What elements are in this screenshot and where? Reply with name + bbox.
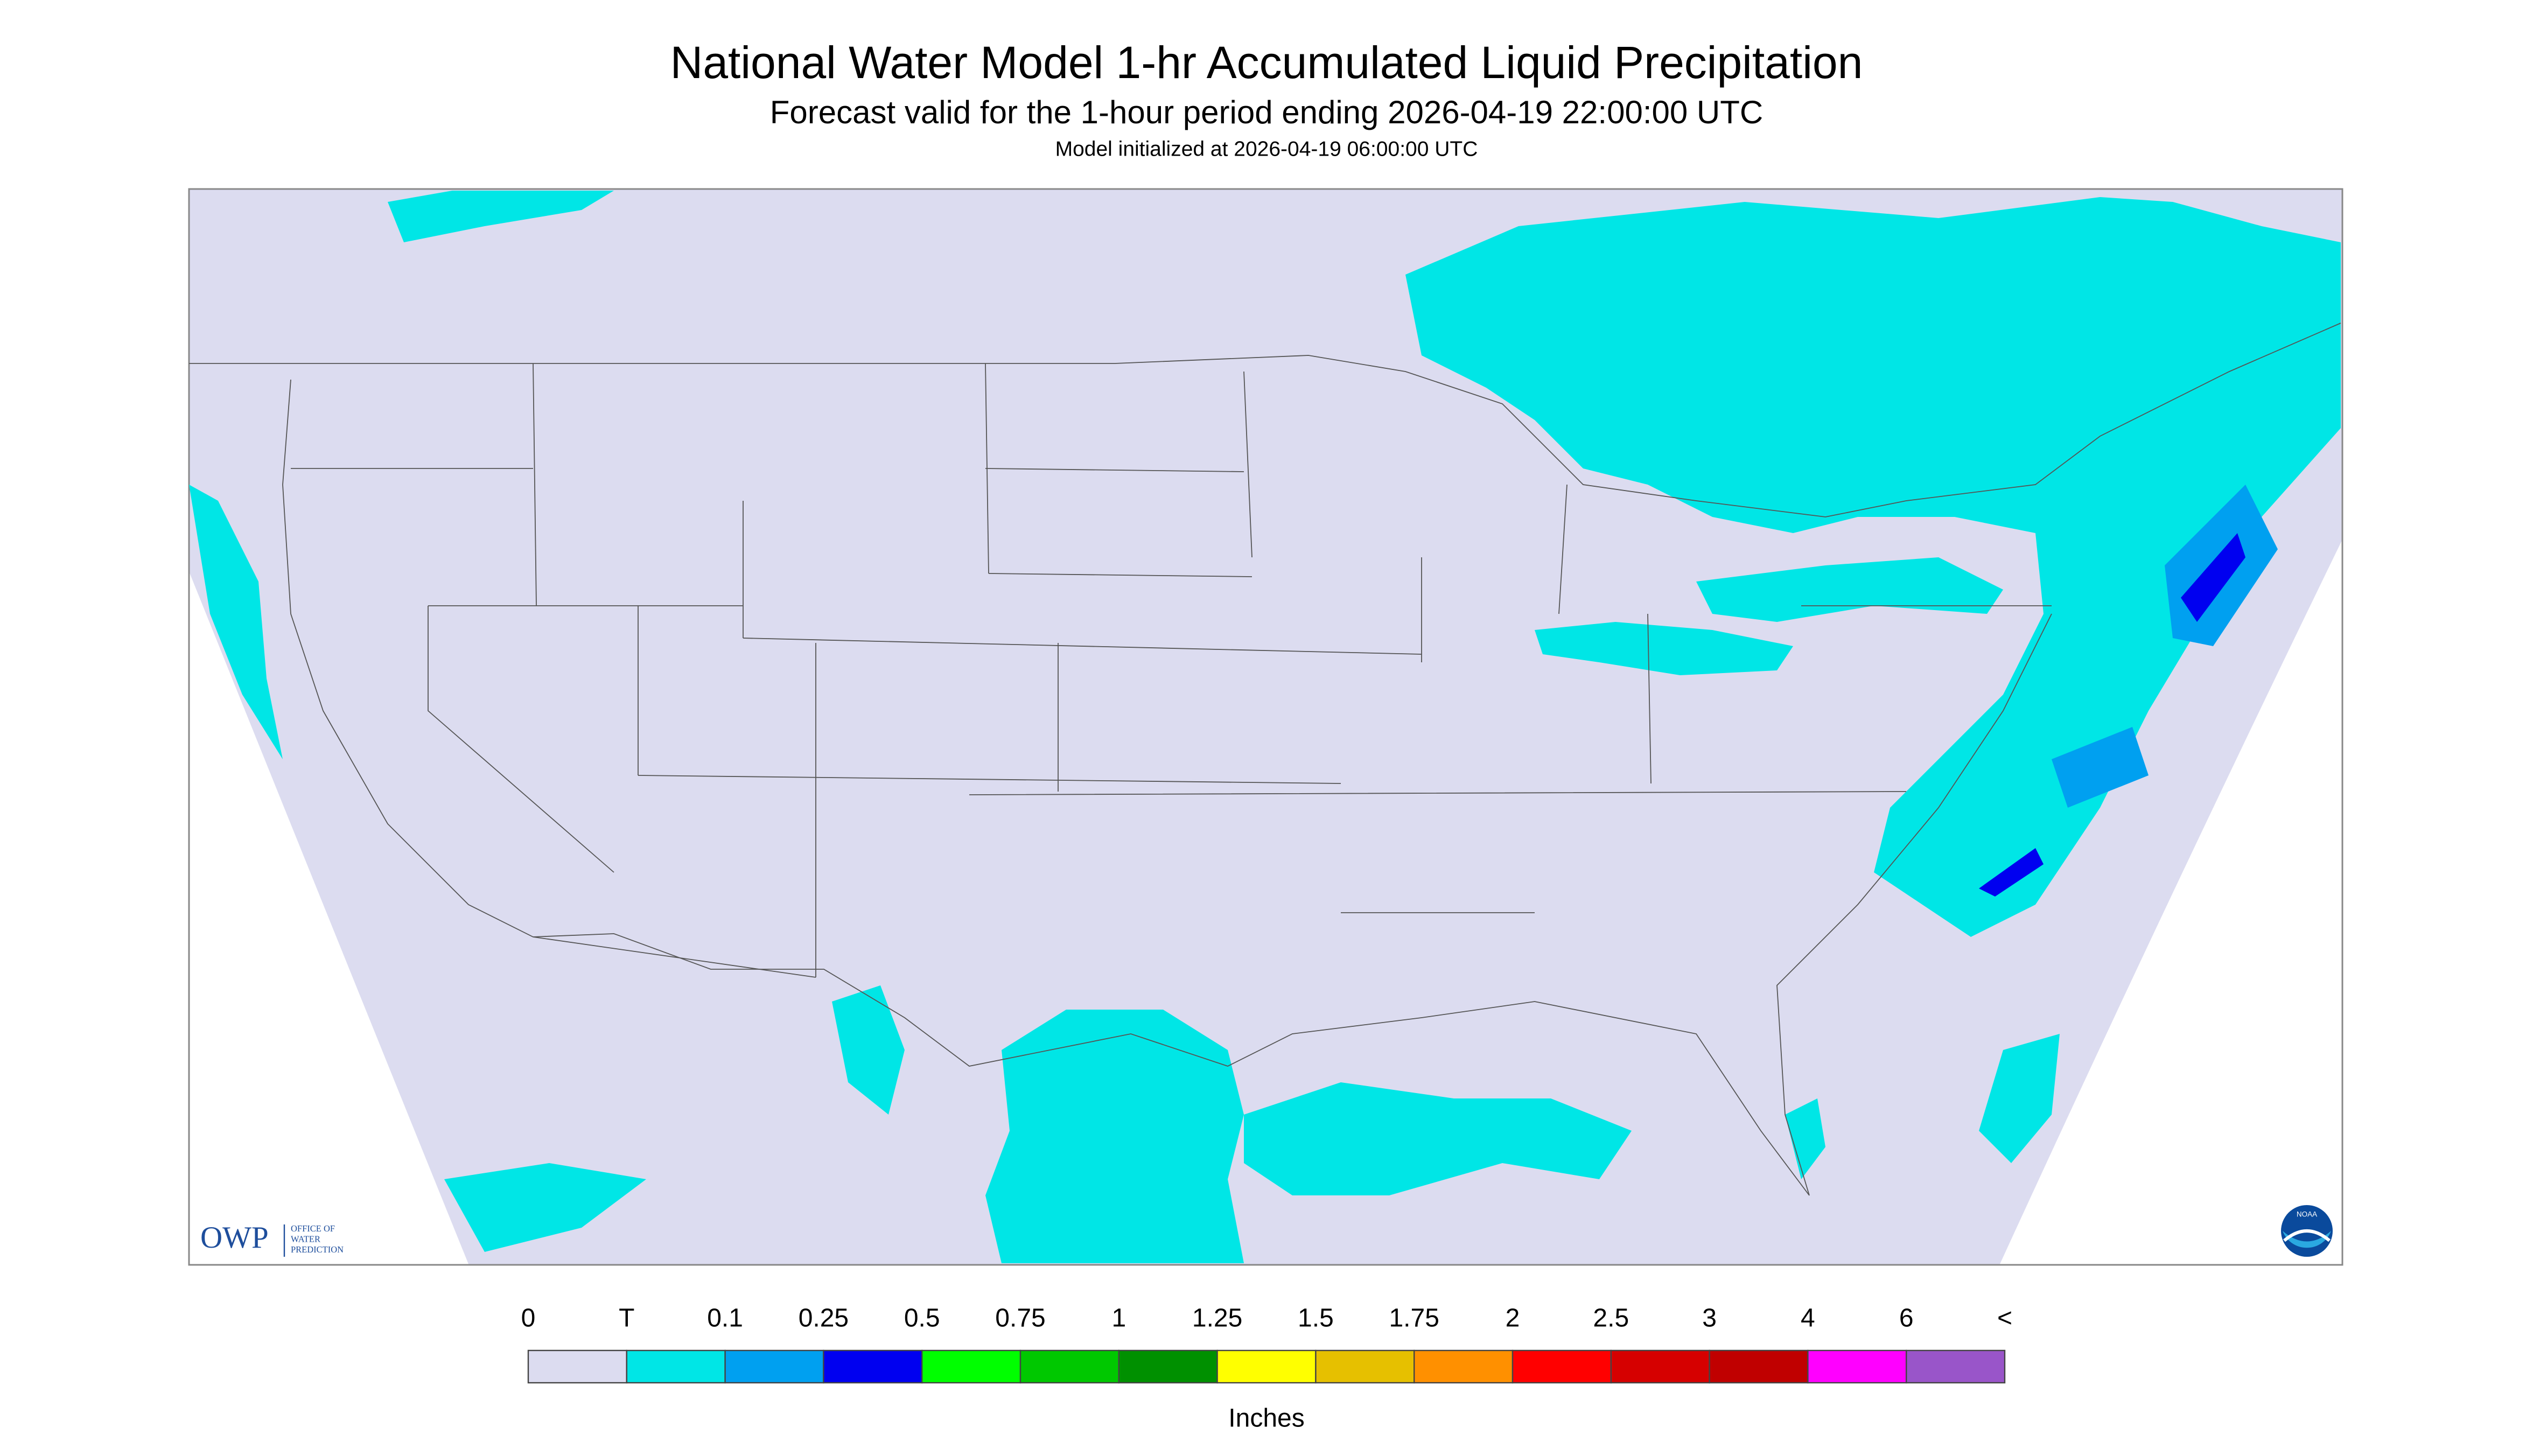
legend-label: 0.1 <box>707 1304 743 1333</box>
legend: 0 T 0.1 0.25 0.5 0.75 1 1.25 1.5 1.75 2 2.5 3 4 6 < <box>521 1304 2012 1384</box>
legend-label: 3 <box>1702 1304 1717 1333</box>
legend-swatch <box>1905 1349 2006 1384</box>
owp-text: OFFICE OF <box>291 1223 335 1234</box>
subtitle: Forecast valid for the 1-hour period end… <box>770 94 1763 130</box>
legend-label: 4 <box>1801 1304 1815 1333</box>
title: National Water Model 1-hr Accumulated Li… <box>670 37 1863 88</box>
legend-label: 0.75 <box>995 1304 1045 1333</box>
noaa-logo: NOAA <box>2281 1205 2333 1257</box>
boundaries <box>189 323 2341 1196</box>
owp-text: WATER <box>291 1234 320 1244</box>
legend-label: 0.25 <box>799 1304 849 1333</box>
legend-label: 0 <box>521 1304 536 1333</box>
legend-label: 1 <box>1111 1304 1126 1333</box>
legend-label: 0.5 <box>904 1304 940 1333</box>
legend-label: 6 <box>1899 1304 1914 1333</box>
legend-label: 2.5 <box>1593 1304 1629 1333</box>
legend-swatch <box>1414 1349 1514 1384</box>
init-time: Model initialized at 2026-04-19 06:00:00… <box>1055 137 1478 160</box>
legend-units: Inches <box>1228 1404 1304 1433</box>
legend-swatch <box>921 1349 1021 1384</box>
legend-swatch <box>1216 1349 1317 1384</box>
legend-swatch <box>1807 1349 1907 1384</box>
legend-label: T <box>619 1304 634 1333</box>
legend-swatch <box>1709 1349 1809 1384</box>
noaa-text: NOAA <box>2297 1210 2317 1219</box>
legend-swatch <box>823 1349 923 1384</box>
legend-swatch <box>1118 1349 1218 1384</box>
legend-swatch <box>1315 1349 1415 1384</box>
legend-swatch <box>1019 1349 1120 1384</box>
legend-label: < <box>1997 1304 2012 1333</box>
owp-text: PREDICTION <box>291 1244 344 1255</box>
owp-mark: OWP <box>200 1221 269 1255</box>
map <box>188 188 2343 1266</box>
owp-logo: OWP OFFICE OF WATER PREDICTION <box>200 1221 344 1257</box>
legend-swatch <box>626 1349 726 1384</box>
legend-label: 1.75 <box>1389 1304 1439 1333</box>
precip-moderate <box>1979 533 2245 897</box>
legend-swatch <box>1512 1349 1612 1384</box>
legend-swatch <box>1610 1349 1710 1384</box>
legend-label: 1.25 <box>1192 1304 1242 1333</box>
legend-swatch <box>527 1349 628 1384</box>
legend-label: 1.5 <box>1298 1304 1334 1333</box>
legend-label: 2 <box>1506 1304 1520 1333</box>
out-of-domain <box>2000 541 2342 1264</box>
legend-swatch <box>724 1349 824 1384</box>
out-of-domain <box>190 573 468 1264</box>
